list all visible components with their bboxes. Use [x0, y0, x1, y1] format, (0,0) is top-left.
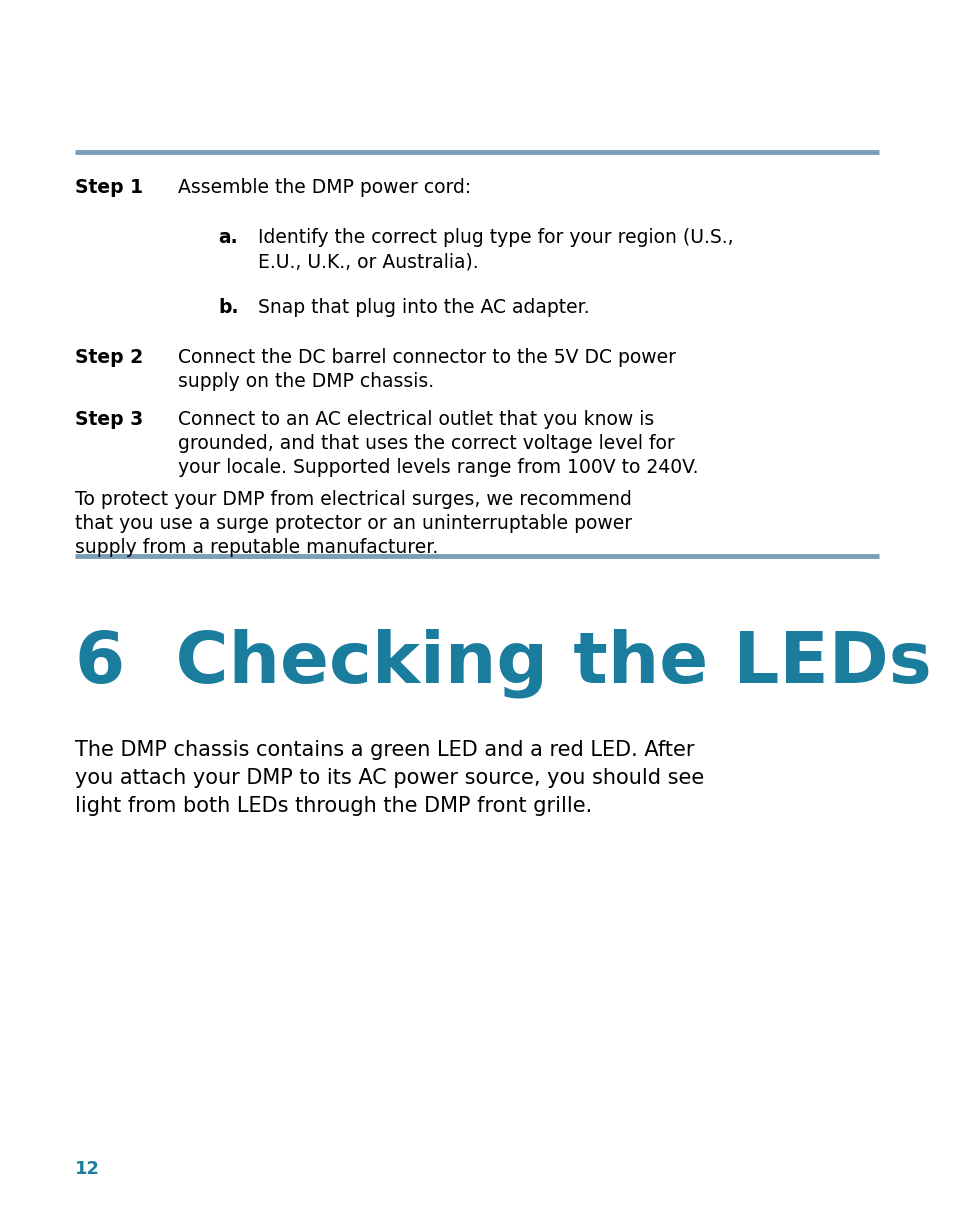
- Text: 6  Checking the LEDs: 6 Checking the LEDs: [75, 628, 931, 697]
- Text: supply from a reputable manufacturer.: supply from a reputable manufacturer.: [75, 538, 437, 557]
- Text: Connect the DC barrel connector to the 5V DC power: Connect the DC barrel connector to the 5…: [178, 349, 676, 367]
- Text: grounded, and that uses the correct voltage level for: grounded, and that uses the correct volt…: [178, 434, 674, 453]
- Text: Assemble the DMP power cord:: Assemble the DMP power cord:: [178, 178, 471, 197]
- Text: 12: 12: [75, 1160, 100, 1178]
- Text: your locale. Supported levels range from 100V to 240V.: your locale. Supported levels range from…: [178, 458, 698, 478]
- Text: a.: a.: [218, 228, 237, 247]
- Text: you attach your DMP to its AC power source, you should see: you attach your DMP to its AC power sour…: [75, 768, 703, 788]
- Text: light from both LEDs through the DMP front grille.: light from both LEDs through the DMP fro…: [75, 796, 592, 816]
- Text: To protect your DMP from electrical surges, we recommend: To protect your DMP from electrical surg…: [75, 490, 631, 509]
- Text: Snap that plug into the AC adapter.: Snap that plug into the AC adapter.: [257, 298, 589, 317]
- Text: The DMP chassis contains a green LED and a red LED. After: The DMP chassis contains a green LED and…: [75, 740, 694, 760]
- Text: E.U., U.K., or Australia).: E.U., U.K., or Australia).: [257, 252, 478, 271]
- Text: Step 3: Step 3: [75, 410, 143, 429]
- Text: that you use a surge protector or an uninterruptable power: that you use a surge protector or an uni…: [75, 514, 632, 533]
- Text: Step 2: Step 2: [75, 349, 143, 367]
- Text: supply on the DMP chassis.: supply on the DMP chassis.: [178, 371, 434, 391]
- Text: Identify the correct plug type for your region (U.S.,: Identify the correct plug type for your …: [257, 228, 733, 247]
- Text: Step 1: Step 1: [75, 178, 143, 197]
- Text: b.: b.: [218, 298, 238, 317]
- Text: Connect to an AC electrical outlet that you know is: Connect to an AC electrical outlet that …: [178, 410, 654, 429]
